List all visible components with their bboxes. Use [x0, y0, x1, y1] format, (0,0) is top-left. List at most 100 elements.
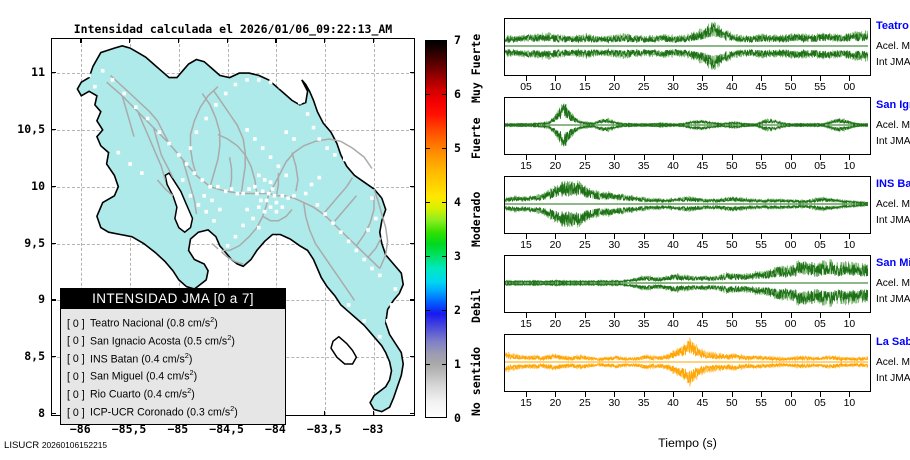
seismogram-station-name[interactable]: Teatro Nacional — [876, 20, 910, 32]
colorbar-tick-mark — [425, 256, 430, 257]
seismogram-station-name[interactable]: San Ignacio Acosta — [876, 99, 910, 111]
legend-station-row: [ 0 ] Teatro Nacional (0.8 cm/s2) — [67, 313, 285, 331]
legend-jma-value: [ 0 ] — [67, 371, 85, 384]
seismogram-row: 15 20 25 30 35 40 45 50 55 00 05 10 San Miguel Acel. … — [470, 255, 910, 335]
city-dot — [173, 189, 177, 194]
colorbar-tick-mark — [442, 148, 447, 149]
seismogram-waveform — [505, 337, 868, 387]
legend-paren-close: ) — [234, 406, 238, 419]
seismogram-trace-frame[interactable] — [504, 97, 871, 155]
time-tick-mark — [526, 392, 528, 397]
map-y-tick-mark — [410, 72, 415, 74]
city-dot — [385, 319, 390, 323]
road-line — [262, 209, 293, 222]
time-tick-mark — [673, 234, 674, 239]
time-tick-mark — [673, 392, 674, 397]
city-dot — [280, 194, 285, 198]
legend-station-name: ICP-UCR Coronado (0.3 cm/s — [90, 406, 231, 419]
time-tick-label: 15 — [520, 319, 532, 330]
time-tick-label: 20 — [549, 319, 562, 330]
legend-unit-exponent: 2 — [189, 368, 194, 378]
map-y-tick-mark — [410, 128, 415, 131]
city-dot — [284, 173, 288, 178]
time-tick-label: 20 — [549, 240, 562, 251]
seismogram-station-name[interactable]: San Miguel — [876, 257, 910, 269]
seismogram-station-name[interactable]: La Sabana — [876, 336, 910, 348]
city-dot — [333, 153, 337, 157]
time-tick-label: 30 — [608, 240, 620, 251]
city-dot — [223, 91, 228, 96]
time-tick-label: 05 — [814, 319, 826, 330]
time-tick-label: 25 — [579, 240, 591, 251]
seismogram-station-name[interactable]: INS Batan — [876, 178, 910, 190]
city-dot — [233, 82, 238, 87]
time-tick-label: 45 — [696, 319, 709, 330]
time-tick-label: 35 — [637, 240, 650, 251]
waveform-line — [505, 362, 868, 383]
city-dot — [274, 209, 279, 214]
city-dot — [245, 207, 249, 212]
seismogram-trace-frame[interactable] — [504, 334, 871, 392]
city-markers — [87, 69, 398, 339]
seismogram-trace-frame[interactable] — [504, 176, 871, 234]
map-y-tick-mark — [51, 185, 56, 188]
waveform-line — [505, 282, 868, 305]
map-panel: Intensidad calculada el 2026/01/06_09:22… — [4, 22, 483, 451]
time-tick-label: 10 — [843, 398, 856, 409]
time-tick-label: 35 — [696, 82, 709, 93]
city-dot — [116, 150, 121, 155]
road-line — [302, 202, 356, 301]
city-dot — [216, 184, 220, 189]
legend-station-name: San Miguel (0.4 cm/s — [90, 371, 190, 384]
time-tick-label: 15 — [520, 398, 532, 409]
city-dot — [286, 196, 290, 200]
time-tick-mark — [584, 76, 586, 81]
city-dot — [257, 225, 261, 230]
time-tick-mark — [526, 313, 528, 318]
road-line — [291, 152, 299, 192]
road-line — [228, 157, 233, 192]
time-tick-mark — [555, 392, 557, 397]
time-tick-label: 30 — [608, 161, 620, 172]
map-y-tick-mark — [51, 128, 56, 131]
seismogram-trace-frame[interactable] — [504, 255, 871, 313]
map-y-tick-mark — [51, 413, 56, 415]
legend-unit-exponent: 2 — [187, 386, 192, 396]
map-x-tick-mark — [324, 411, 326, 416]
city-dot — [315, 203, 320, 207]
time-tick-mark — [702, 392, 704, 397]
city-dot — [214, 103, 218, 107]
map-y-tick-label: 8,5 — [24, 349, 45, 364]
legend-paren-close: ) — [188, 353, 193, 366]
time-tick-mark — [673, 76, 674, 81]
colorbar-tick-mark — [442, 256, 447, 257]
time-tick-label: 40 — [667, 319, 679, 330]
city-dot — [233, 234, 238, 239]
legend-paren-close: ) — [193, 371, 198, 384]
map-x-tick-mark — [372, 411, 375, 416]
time-tick-label: 40 — [667, 398, 679, 409]
city-dot — [309, 182, 314, 187]
map-y-tick-mark — [410, 185, 415, 188]
seismogram-trace-frame[interactable] — [504, 18, 871, 76]
legend-jma-value: [ 0 ] — [67, 388, 85, 401]
city-dot — [305, 112, 310, 116]
colorbar-tick-mark — [425, 94, 430, 95]
colorbar-tick-label: 6 — [454, 87, 461, 101]
city-dot — [268, 205, 273, 209]
road-line — [213, 90, 246, 194]
time-tick-mark — [790, 313, 792, 318]
time-tick-label: 55 — [755, 398, 767, 409]
time-tick-label: 45 — [696, 161, 709, 172]
time-tick-mark — [819, 313, 821, 318]
road-line — [373, 188, 389, 269]
road-line — [267, 138, 373, 194]
time-tick-label: 50 — [784, 82, 797, 93]
time-tick-label: 55 — [755, 319, 767, 330]
road-line — [219, 249, 244, 265]
time-tick-mark — [643, 313, 645, 318]
city-dot — [188, 146, 193, 150]
map-y-tick-label: 9 — [38, 292, 45, 307]
road-network — [106, 74, 389, 301]
map-x-tick-label: −84,5 — [209, 422, 244, 436]
